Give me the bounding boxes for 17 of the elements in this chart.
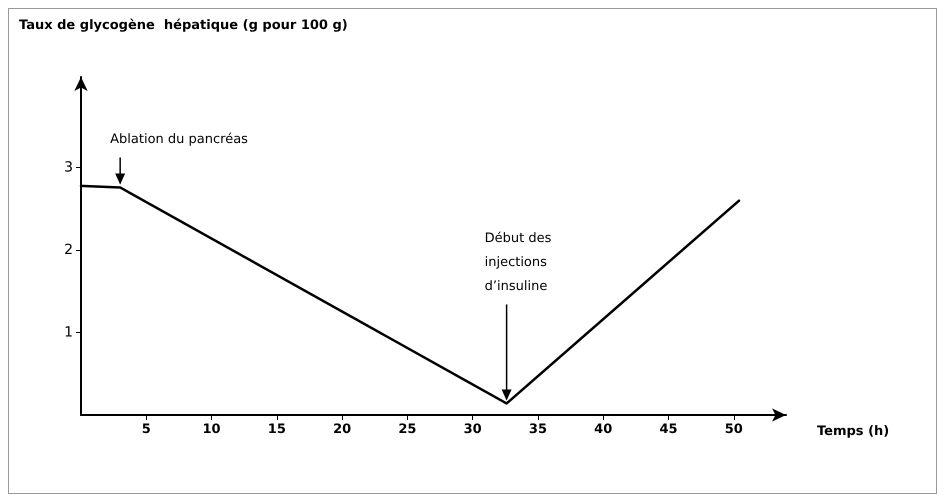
x-tick-label: 25 [398,422,416,437]
y-tick-label: 1 [64,324,73,341]
y-axis-title: Taux de glycogène hépatique (g pour 100 g) [19,18,348,33]
x-tick-label: 15 [268,422,286,437]
y-tick-label: 3 [64,160,73,176]
x-tick-label: 20 [333,422,352,437]
x-tick-label: 35 [528,422,547,437]
x-tick-label: 30 [464,422,482,437]
y-tick-label: 2 [64,242,73,258]
x-tick-label: 10 [202,422,221,437]
x-tick-label: 45 [659,422,678,437]
x-tick-label: 50 [724,422,743,437]
annotation: Début des injections d’insuline [484,230,552,294]
annotation: Ablation du pancréas [110,132,248,147]
x-axis-title: Temps (h) [817,424,890,439]
x-tick-label: 5 [142,422,151,437]
x-tick-label: 40 [594,422,612,437]
